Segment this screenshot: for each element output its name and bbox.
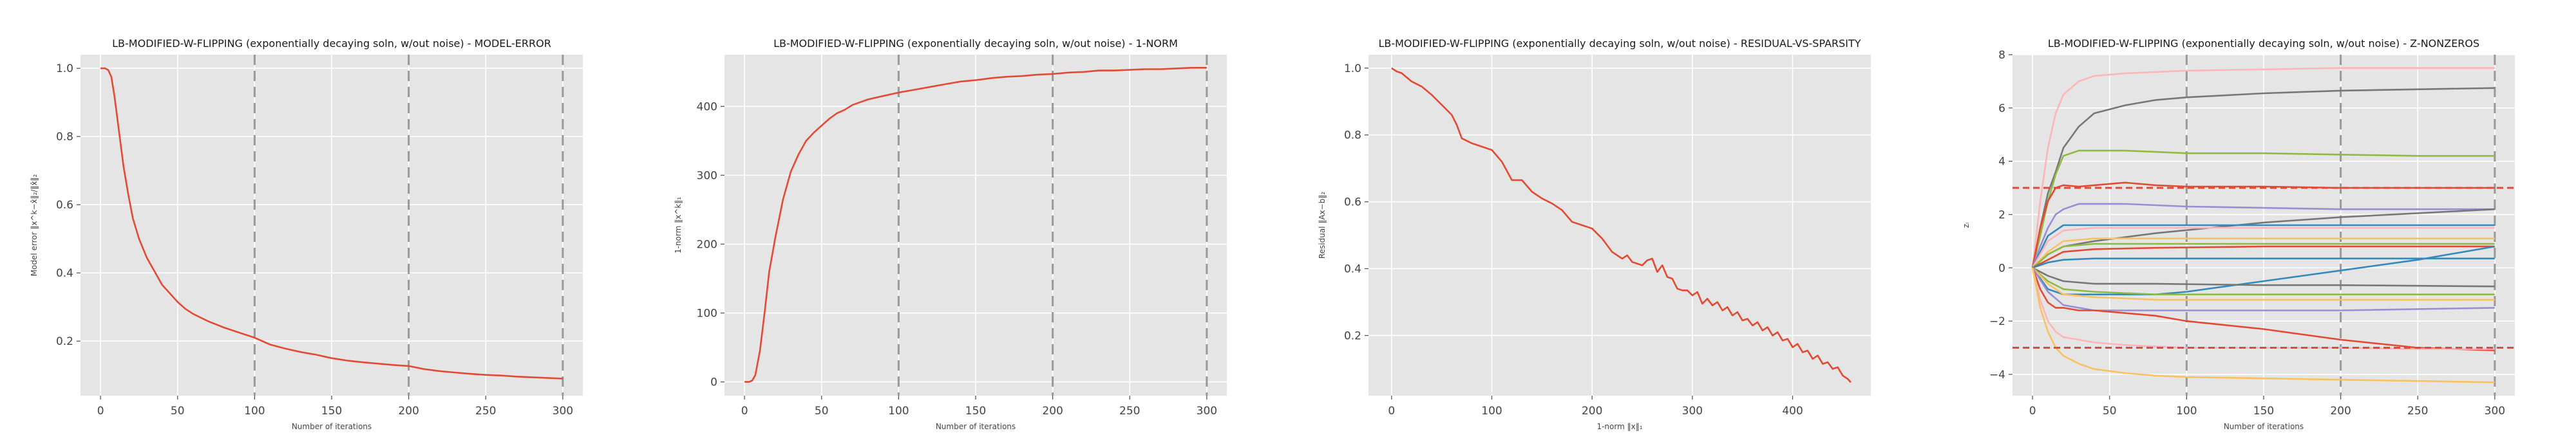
x-tick-label: 0	[97, 405, 104, 418]
series-line-8	[2031, 226, 2495, 268]
series-line-1	[100, 67, 563, 380]
y-tick-label: 0.8	[56, 131, 73, 143]
x-tick-label: 300	[553, 405, 573, 418]
y-tick-label: −4	[1989, 369, 2005, 382]
chart-panel-4: 0 50 100 150 200 250 300 −4 −2 0 2 4 6 8 LB-MODIFIED-W…	[1962, 37, 2515, 431]
chart-title: LB-MODIFIED-W-FLIPPING (exponentially de…	[773, 37, 1178, 50]
y-tick-label: 0.6	[1344, 196, 1361, 209]
x-tick-label: 0	[741, 405, 748, 418]
y-axis-label: 1-norm ‖x^k‖₁	[674, 197, 683, 253]
x-axis-label: 1-norm ‖x‖₁	[1596, 422, 1642, 431]
y-tick-label: 0.6	[56, 199, 73, 212]
x-tick-label: 300	[2485, 405, 2505, 418]
y-tick-label: 0.4	[56, 267, 73, 280]
series-line-2	[2031, 87, 2495, 268]
y-tick-label: 8	[1998, 49, 2005, 62]
x-tick-label: 250	[2407, 405, 2428, 418]
series-line-1	[2031, 67, 2495, 268]
x-tick-label: 100	[244, 405, 265, 418]
y-tick-label: 0.8	[1344, 129, 1361, 142]
y-tick-label: 4	[1998, 156, 2005, 169]
x-tick-label: 100	[888, 405, 909, 418]
series-line-11	[2032, 245, 2495, 269]
chart-panel-3: 0 100 200 300 400 0.2 0.4 0.6 0.8 1.0 LB-MODIFIED-…	[1318, 37, 1871, 431]
y-tick-label: −2	[1989, 315, 2005, 328]
series-line-7	[2031, 224, 2495, 268]
series-line-18	[2031, 267, 2495, 351]
x-tick-label: 150	[321, 405, 342, 418]
y-tick-label: 0.2	[1344, 329, 1361, 342]
x-tick-label: 50	[815, 405, 829, 418]
x-axis-label: Number of iterations	[292, 422, 372, 431]
y-tick-label: 100	[697, 308, 717, 320]
y-tick-label: 2	[1998, 208, 2005, 221]
x-tick-label: 100	[1481, 405, 1502, 418]
x-tick-label: 300	[1197, 405, 1217, 418]
series-line-15	[2032, 267, 2495, 296]
series-line-16	[2032, 267, 2495, 301]
y-tick-label: 1.0	[1344, 62, 1361, 75]
series-line-14	[2032, 267, 2495, 288]
series-line-5	[2031, 203, 2495, 268]
chart-title: LB-MODIFIED-W-FLIPPING (exponentially de…	[112, 37, 551, 50]
x-tick-label: 150	[965, 405, 986, 418]
x-axis-label: Number of iterations	[2224, 422, 2304, 431]
x-tick-label: 200	[398, 405, 419, 418]
y-axis-label: Residual ‖Ax−b‖₂	[1318, 192, 1327, 259]
x-tick-label: 100	[2176, 405, 2197, 418]
x-tick-label: 200	[1582, 405, 1602, 418]
y-axis-label: Model error ‖x^k−x̂‖₂/‖x̂‖₂	[30, 174, 39, 276]
y-tick-label: 300	[697, 169, 717, 182]
series-line-9	[2032, 237, 2495, 269]
series-line-17	[2032, 267, 2495, 311]
chart-panel-2: 0 50 100 150 200 250 300 0 100 200 300 400 LB-MODIFI…	[674, 37, 1227, 431]
x-tick-label: 50	[171, 405, 185, 418]
series-line-13	[2032, 245, 2496, 296]
x-tick-label: 200	[1042, 405, 1063, 418]
series-line-1	[1391, 67, 1852, 383]
y-tick-label: 0.2	[56, 335, 73, 348]
x-tick-label: 150	[2253, 405, 2274, 418]
y-axis-label: zᵢ	[1962, 223, 1971, 228]
y-tick-label: 1.0	[56, 62, 73, 75]
x-tick-label: 50	[2103, 405, 2117, 418]
x-tick-label: 200	[2330, 405, 2351, 418]
x-tick-label: 300	[1682, 405, 1703, 418]
x-tick-label: 400	[1782, 405, 1803, 418]
series-line-12	[2032, 257, 2495, 269]
x-tick-label: 0	[2029, 405, 2036, 418]
y-tick-label: 0.4	[1344, 263, 1361, 276]
series-line-3	[2031, 149, 2495, 268]
chart-panel-1: 0 50 100 150 200 250 300 0.2 0.4 0.6 0.8 1.0 LB-MODI…	[30, 37, 583, 431]
y-tick-label: 0	[710, 376, 717, 389]
x-tick-label: 0	[1388, 405, 1395, 418]
series-line-10	[2032, 243, 2495, 269]
x-tick-label: 250	[475, 405, 496, 418]
y-tick-label: 0	[1998, 262, 2005, 275]
y-tick-label: 400	[697, 100, 717, 113]
series-line-1	[744, 67, 1207, 383]
series-line-20	[2031, 268, 2495, 383]
chart-title: LB-MODIFIED-W-FLIPPING (exponentially de…	[2048, 37, 2479, 50]
y-tick-label: 200	[697, 238, 717, 251]
x-tick-label: 250	[1119, 405, 1140, 418]
chart-title: LB-MODIFIED-W-FLIPPING (exponentially de…	[1378, 37, 1861, 50]
x-axis-label: Number of iterations	[936, 422, 1016, 431]
y-tick-label: 6	[1998, 102, 2005, 115]
